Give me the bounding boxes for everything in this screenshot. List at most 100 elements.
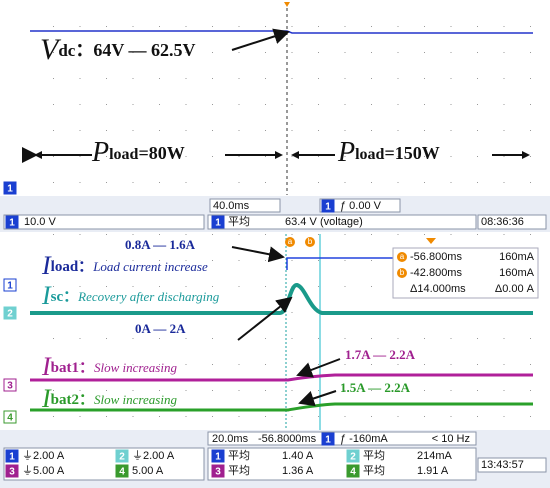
channel-badge bbox=[115, 449, 129, 463]
measure-note: (voltage) bbox=[320, 216, 363, 228]
arrow bbox=[298, 390, 337, 407]
channel-badge bbox=[5, 464, 19, 478]
channel-number: 3 bbox=[7, 381, 13, 392]
measure-value: 63.4 V bbox=[285, 216, 317, 228]
channel-number: 4 bbox=[119, 467, 125, 478]
arrow bbox=[296, 358, 341, 378]
change-label: 1.5A — 2.2A bbox=[340, 380, 411, 395]
clock: 13:43:57 bbox=[481, 459, 524, 471]
channel-badge bbox=[321, 199, 335, 213]
channel-badge bbox=[211, 449, 225, 463]
symbol: P bbox=[91, 137, 109, 168]
annotation: Isc：Recovery after discharging bbox=[41, 281, 220, 310]
channel-badge bbox=[3, 378, 17, 392]
status-box bbox=[319, 198, 401, 213]
scale: ⏚5.00 A bbox=[22, 464, 65, 477]
channel-number: 3 bbox=[9, 467, 15, 478]
channel-badge bbox=[5, 449, 19, 463]
channel-number: 2 bbox=[119, 452, 125, 463]
note: Slow increasing bbox=[94, 360, 177, 375]
channel-badge bbox=[3, 410, 17, 424]
cursor-time: -56.800ms bbox=[410, 251, 462, 263]
note: Slow increasing bbox=[94, 392, 177, 407]
annotation: Pload=80W bbox=[91, 137, 185, 168]
arrow bbox=[231, 246, 285, 263]
cursor-badge-text: b bbox=[308, 237, 313, 246]
cursor-time: -42.800ms bbox=[410, 267, 462, 279]
arrow bbox=[237, 296, 293, 341]
channel-badge bbox=[3, 181, 17, 195]
note: Recovery after discharging bbox=[77, 289, 220, 304]
channel-badge bbox=[211, 464, 225, 478]
measure-label: 平均 bbox=[228, 464, 250, 477]
subscript: sc： bbox=[51, 289, 79, 305]
subscript: load bbox=[355, 146, 384, 163]
measure-label: 平均 bbox=[228, 449, 250, 462]
arrow bbox=[231, 28, 290, 51]
channel-number: 1 bbox=[9, 452, 15, 463]
channel-number: 3 bbox=[215, 467, 221, 478]
measure-value: 1.40 A bbox=[282, 450, 314, 462]
symbol: I bbox=[41, 251, 52, 280]
subscript: dc bbox=[58, 41, 75, 60]
channel-number: 2 bbox=[7, 309, 13, 320]
channel-badge bbox=[3, 306, 17, 320]
cursor-badge-text: b bbox=[400, 268, 405, 277]
status-box bbox=[207, 447, 477, 481]
timebase: 40.0ms bbox=[213, 200, 250, 212]
status-box bbox=[3, 214, 205, 230]
measure-label: 平均 bbox=[363, 449, 385, 462]
status-box bbox=[3, 447, 205, 481]
cursor-box bbox=[392, 247, 539, 299]
arrow-heads bbox=[34, 151, 530, 159]
channel-badge bbox=[346, 449, 360, 463]
channel-badge bbox=[321, 432, 335, 446]
change-label: 1.7A — 2.2A bbox=[345, 347, 416, 362]
cursor-badge-text: a bbox=[400, 252, 405, 261]
channel-badge bbox=[3, 278, 17, 292]
cursor-value: 160mA bbox=[499, 251, 535, 263]
annotation: Ibat1：Slow increasing bbox=[41, 352, 177, 381]
cursor-badge bbox=[397, 268, 407, 278]
value-text: =150W bbox=[384, 143, 439, 163]
delay: -56.8000ms bbox=[258, 433, 317, 445]
status-box bbox=[477, 457, 547, 473]
annotation: Pload=150W bbox=[337, 137, 440, 168]
scale: 5.00 A bbox=[132, 465, 164, 477]
value-text: ：64V — 62.5V bbox=[75, 40, 195, 60]
note: Load current increase bbox=[92, 259, 208, 274]
change-label: 0.8A — 1.6A bbox=[125, 237, 196, 252]
measure-value: 1.36 A bbox=[282, 465, 314, 477]
channel-number: 4 bbox=[350, 467, 356, 478]
subscript: bat2： bbox=[51, 392, 94, 408]
scale: ⏚2.00 A bbox=[22, 449, 65, 462]
clock: 08:36:36 bbox=[481, 216, 524, 228]
channel-number: 1 bbox=[7, 184, 13, 195]
cursor-value: 160mA bbox=[499, 267, 535, 279]
status-box bbox=[477, 214, 547, 230]
channel-badge bbox=[115, 464, 129, 478]
channel-number: 1 bbox=[9, 218, 15, 229]
trigger-marker bbox=[426, 238, 436, 244]
status-box bbox=[209, 198, 281, 213]
symbol: I bbox=[41, 384, 52, 413]
channel-badge bbox=[5, 215, 19, 229]
value-text: =80W bbox=[138, 143, 184, 163]
annotation: Vdc：64V — 62.5V bbox=[40, 33, 196, 66]
trigger: ƒ -160mA bbox=[340, 433, 388, 445]
annotation: Ibat2：Slow increasing bbox=[41, 384, 177, 413]
channel-number: 4 bbox=[7, 413, 13, 424]
symbol: V bbox=[40, 33, 62, 66]
symbol: P bbox=[337, 137, 355, 168]
channel-number: 2 bbox=[350, 452, 356, 463]
trigger-marker bbox=[284, 2, 290, 7]
channel-badge bbox=[211, 215, 225, 229]
channel-number: 1 bbox=[325, 202, 331, 213]
channel-badge bbox=[346, 464, 360, 478]
status-box bbox=[207, 214, 477, 230]
scale: ⏚2.00 A bbox=[132, 449, 175, 462]
cursor-badge bbox=[397, 252, 407, 262]
annotation: Iload：Load current increase bbox=[41, 251, 208, 280]
cursor-value: Δ0.00 A bbox=[495, 283, 535, 295]
